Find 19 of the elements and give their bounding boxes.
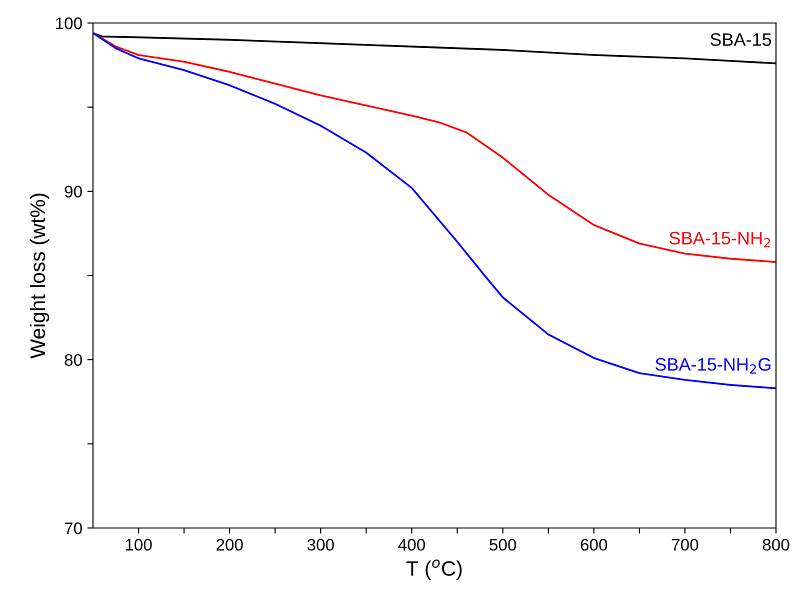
y-tick-label: 80 [64, 354, 82, 366]
series-label: SBA-15-NH$_{2}$ [670, 232, 770, 248]
x-tick-label: 500 [490, 538, 516, 551]
x-tick-label: 200 [216, 538, 243, 551]
x-axis-title: T ($^{o}$C) [406, 560, 462, 580]
x-tick-label: 700 [672, 538, 698, 551]
line-series [93, 32, 776, 263]
x-tick-label: 800 [762, 538, 790, 551]
x-tick-label: 600 [580, 538, 608, 551]
x-tick-label: 300 [307, 538, 334, 551]
y-tick-label: 100 [56, 17, 82, 30]
x-tick-label: 400 [398, 538, 425, 551]
series-label: SBA-15 [710, 33, 772, 46]
y-tick-label: 70 [64, 522, 82, 534]
x-tick-label: 100 [126, 538, 152, 551]
series-label: SBA-15-NH$_{2}$G [655, 358, 770, 374]
line-series [93, 32, 776, 390]
y-axis-title: Weight loss (wt%) [30, 194, 50, 359]
y-tick-label: 90 [64, 186, 82, 198]
